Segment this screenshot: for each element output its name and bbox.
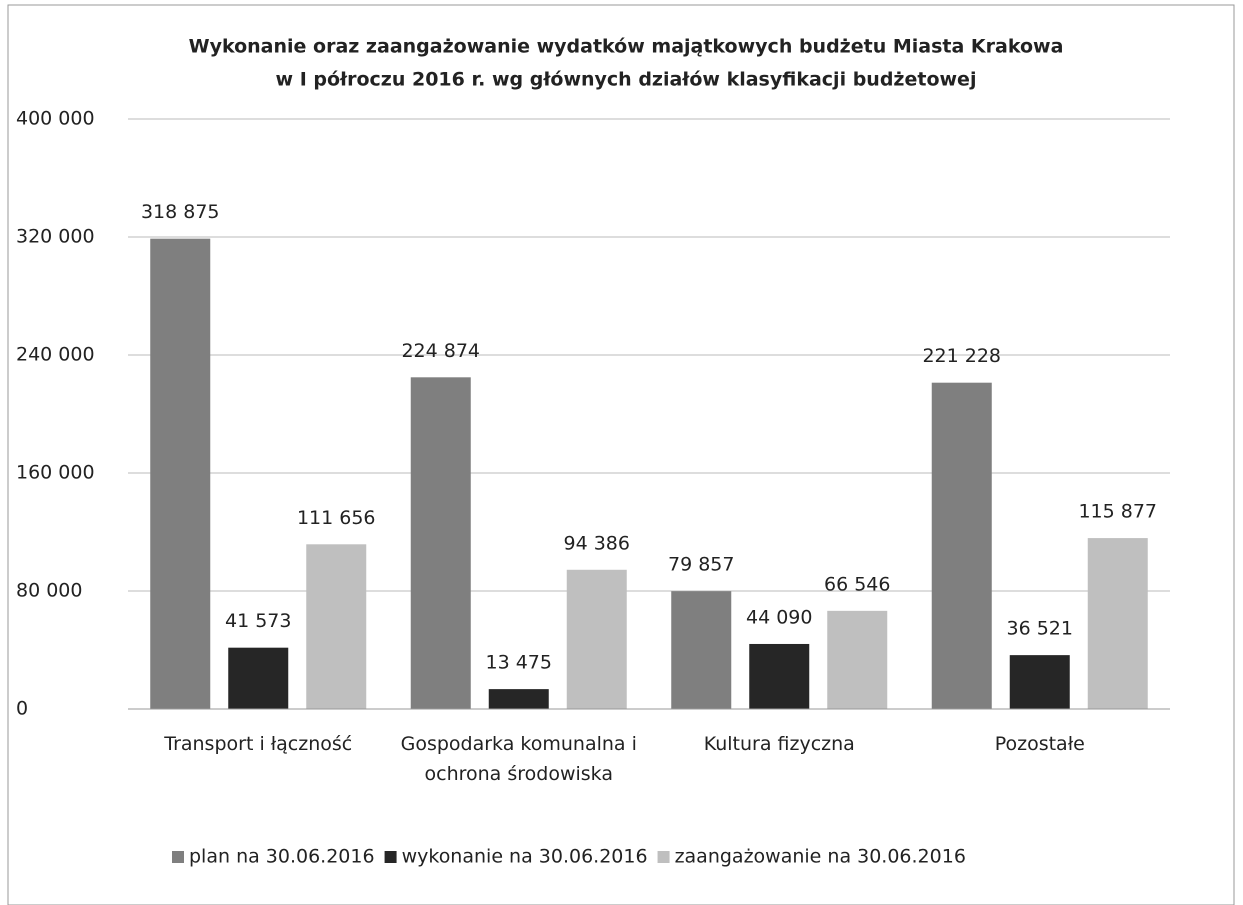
legend-swatch <box>657 851 670 863</box>
bar <box>749 643 810 709</box>
data-label: 221 228 <box>922 345 1001 367</box>
y-tick-label: 240 000 <box>16 344 95 366</box>
y-tick-label: 320 000 <box>16 226 95 248</box>
bar <box>566 569 627 709</box>
legend-label: zaangażowanie na 30.06.2016 <box>675 846 966 868</box>
y-tick-label: 80 000 <box>16 580 82 602</box>
bar <box>1087 538 1148 709</box>
data-label: 66 546 <box>824 573 890 595</box>
data-label: 44 090 <box>746 606 812 628</box>
bar <box>410 377 471 709</box>
chart-border <box>7 4 1235 905</box>
data-label: 41 573 <box>225 610 291 632</box>
legend-label: wykonanie na 30.06.2016 <box>402 846 648 868</box>
y-tick-label: 400 000 <box>16 108 95 130</box>
x-tick-label: Pozostałe <box>994 733 1085 755</box>
x-tick-label: Gospodarka komunalna i ochrona środowisk… <box>400 733 637 785</box>
bar <box>827 610 888 709</box>
data-label: 318 875 <box>141 201 220 223</box>
data-label: 115 877 <box>1078 501 1157 523</box>
y-tick-label: 0 <box>16 698 28 720</box>
data-label: 36 521 <box>1007 618 1073 640</box>
data-label: 94 386 <box>564 532 630 554</box>
data-label: 224 874 <box>401 340 480 362</box>
legend-swatch <box>384 851 397 863</box>
bar <box>931 382 992 709</box>
legend-label: plan na 30.06.2016 <box>189 846 375 868</box>
data-label: 111 656 <box>297 507 376 529</box>
bar <box>671 591 732 709</box>
data-label: 79 857 <box>668 554 734 576</box>
bar <box>1009 655 1070 709</box>
chart-title: w I półroczu 2016 r. wg głównych działów… <box>276 69 977 91</box>
x-tick-label: Transport i łączność <box>164 733 353 755</box>
x-tick-label: Kultura fizyczna <box>703 733 855 755</box>
bar <box>228 647 289 709</box>
bar <box>150 238 211 710</box>
data-label: 13 475 <box>486 652 552 674</box>
y-tick-label: 160 000 <box>16 462 95 484</box>
bar <box>306 544 367 709</box>
legend-swatch <box>172 851 184 863</box>
chart-title: Wykonanie oraz zaangażowanie wydatków ma… <box>189 36 1064 58</box>
bar <box>488 689 549 709</box>
